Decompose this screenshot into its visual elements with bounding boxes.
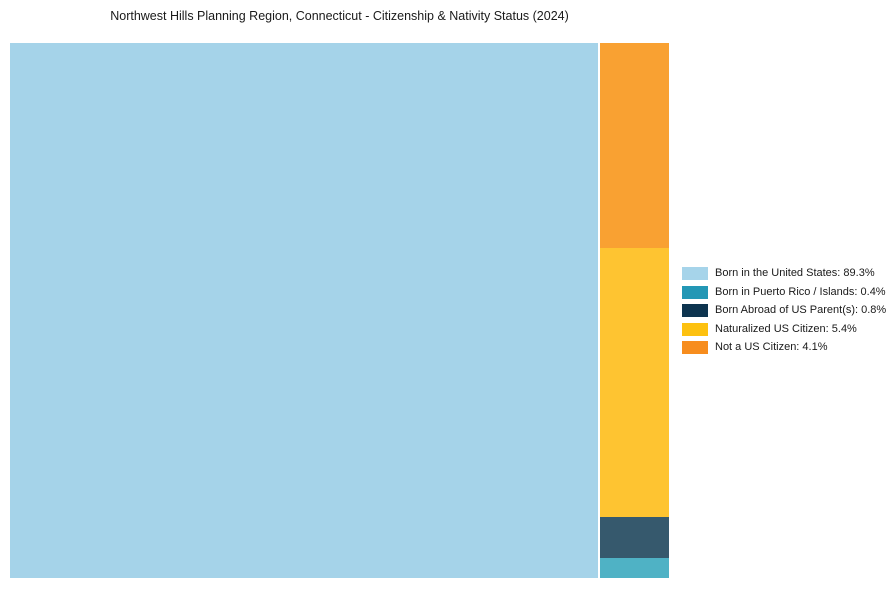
legend-item: Not a US Citizen: 4.1%	[682, 341, 886, 355]
legend-swatch	[682, 341, 708, 355]
legend-swatch	[682, 267, 708, 280]
legend-label: Not a US Citizen: 4.1%	[715, 341, 828, 354]
treemap-segment	[600, 558, 669, 578]
treemap-segment	[600, 248, 669, 517]
legend-item: Born Abroad of US Parent(s): 0.8%	[682, 304, 887, 318]
treemap-segment	[600, 517, 669, 558]
legend-label: Born in Puerto Rico / Islands: 0.4%	[715, 285, 886, 298]
legend-item: Naturalized US Citizen: 5.4%	[682, 322, 886, 336]
legend-swatch	[682, 285, 708, 299]
legend-label: Naturalized US Citizen: 5.4%	[715, 322, 857, 335]
treemap-plot	[10, 43, 669, 578]
legend-label: Born Abroad of US Parent(s): 0.8%	[715, 304, 887, 317]
treemap-segment	[10, 43, 598, 578]
chart-title: Northwest Hills Planning Region, Connect…	[110, 9, 569, 23]
legend-label: Born in the United States: 89.3%	[715, 267, 875, 279]
legend-item: Born in the United States: 89.3%	[682, 267, 886, 280]
treemap-segment	[600, 43, 669, 248]
legend-swatch	[682, 304, 708, 318]
chart-legend: Born in the United States: 89.3% Born in …	[682, 267, 886, 360]
legend-item: Born in Puerto Rico / Islands: 0.4%	[682, 285, 886, 299]
legend-swatch	[682, 322, 708, 336]
